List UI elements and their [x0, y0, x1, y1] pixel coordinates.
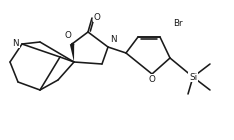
Text: O: O — [94, 12, 101, 22]
Text: N: N — [110, 35, 117, 44]
Polygon shape — [70, 44, 74, 62]
Text: N: N — [12, 38, 19, 47]
Text: Br: Br — [173, 19, 183, 28]
Text: O: O — [64, 31, 71, 40]
Text: O: O — [149, 75, 155, 84]
Text: Si: Si — [189, 73, 197, 81]
